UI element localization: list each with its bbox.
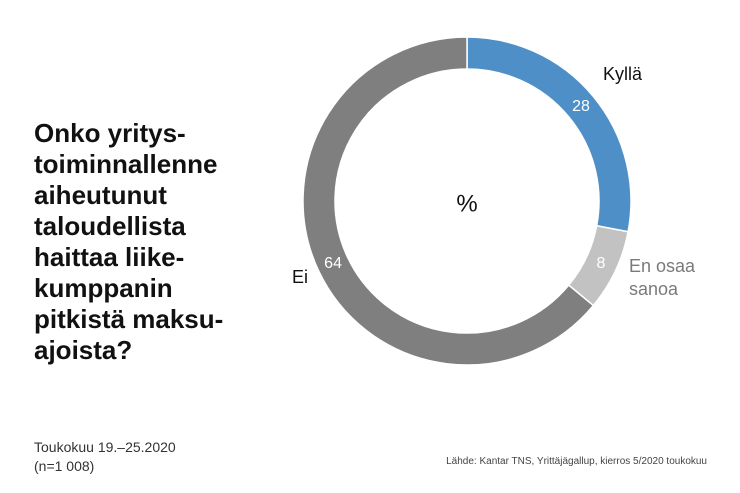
donut-category-label-line: Ei (292, 267, 308, 287)
title-line-7: pitkistä maksu- (34, 304, 224, 334)
title-line-2: toiminnallenne (34, 149, 218, 179)
donut-center-label: % (456, 190, 477, 217)
title-line-1: Onko yritys- (34, 118, 186, 148)
donut-category-label-line: sanoa (629, 279, 679, 299)
donut-value-label-kyllä: 28 (572, 98, 590, 115)
donut-segments (302, 36, 632, 366)
donut-segment-ei (302, 36, 595, 366)
title-line-5: haittaa liike- (34, 242, 185, 272)
title-line-6: kumppanin (34, 273, 173, 303)
donut-category-label-en-osaa-sanoa: En osaa sanoa (629, 256, 696, 299)
chart-title: Onko yritys- toiminnallenne aiheutunut t… (34, 118, 274, 366)
donut-value-labels: 28 8 64 (324, 98, 605, 272)
donut-category-label-kyllä: Kyllä (603, 64, 643, 84)
donut-value-label-en-osaa-sanoa: 8 (596, 255, 605, 272)
survey-date: Toukokuu 19.–25.2020 (34, 439, 176, 455)
title-line-4: taloudellista (34, 211, 186, 241)
source-note: Lähde: Kantar TNS, Yrittäjägallup, kierr… (446, 456, 707, 467)
donut-category-label-ei: Ei (292, 267, 308, 287)
donut-value-label-ei: 64 (324, 255, 342, 272)
title-line-3: aiheutunut (34, 180, 167, 210)
title-line-8: ajoista? (34, 335, 133, 365)
survey-period: Toukokuu 19.–25.2020 (n=1 008) (34, 438, 176, 476)
sample-size: (n=1 008) (34, 458, 95, 474)
donut-category-label-line: En osaa (629, 256, 696, 276)
donut-category-labels: Kyllä En osaa sanoa Ei (292, 64, 696, 299)
donut-category-label-line: Kyllä (603, 64, 643, 84)
